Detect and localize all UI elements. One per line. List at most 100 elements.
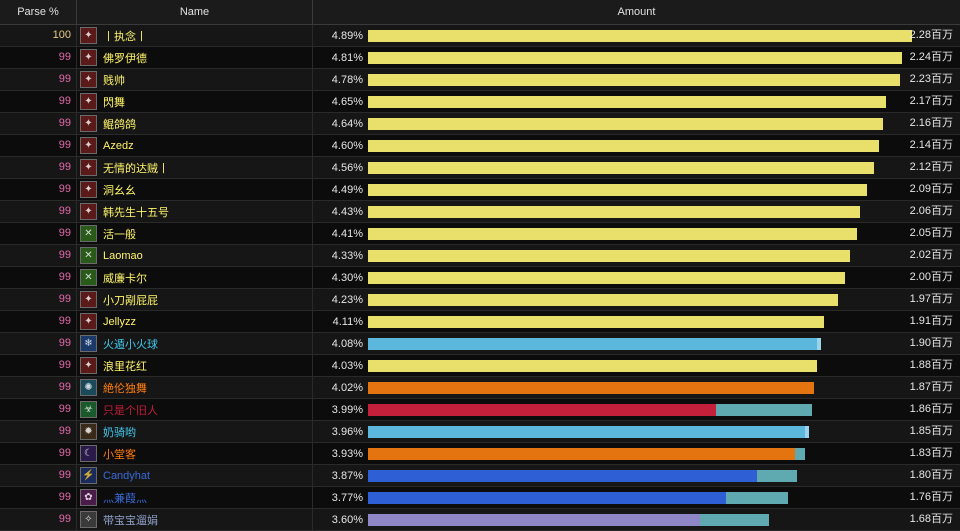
table-row[interactable]: 99 ✺ 絶伦独舞 4.02% 1.87百万 [0,377,960,399]
amount-bar [368,205,912,218]
amount-value: 2.17百万 [909,95,953,107]
table-row[interactable]: 99 ✕ 活一般 4.41% 2.05百万 [0,223,960,245]
rogue-spec-icon: ✦ [80,49,97,66]
player-name-link[interactable]: 奶骑哟 [103,426,136,439]
amount-cell: 4.11% 1.91百万 [313,311,960,332]
percent-value: 4.30% [331,271,363,284]
percent-value: 4.08% [331,337,363,350]
table-row[interactable]: 99 ✧ 带宝宝遛娟 3.60% 1.68百万 [0,509,960,531]
header-name[interactable]: Name [77,0,313,24]
amount-value: 2.23百万 [909,73,953,85]
player-name-link[interactable]: 小刀剐屁屁 [103,294,158,307]
druid-spec-icon: ☾ [80,445,97,462]
amount-value: 2.14百万 [909,139,953,151]
amount-bar [368,513,912,526]
player-name-link[interactable]: 閃舞 [103,96,125,109]
amount-cell: 4.64% 2.16百万 [313,113,960,134]
table-row[interactable]: 100 ✦ 丨执念丨 4.89% 2.28百万 [0,25,960,47]
table-row[interactable]: 99 ✦ 洞幺幺 4.49% 2.09百万 [0,179,960,201]
amount-bar [368,491,912,504]
parse-value: 99 [0,465,77,486]
bar-segment-primary [368,491,726,504]
table-row[interactable]: 99 ✦ 閃舞 4.65% 2.17百万 [0,91,960,113]
table-row[interactable]: 99 ✦ 小刀剐屁屁 4.23% 1.97百万 [0,289,960,311]
parse-value: 99 [0,421,77,442]
amount-bar [368,29,912,42]
outlaw-spec-icon: ✕ [80,247,97,264]
player-name-link[interactable]: 灬兼葭灬 [103,492,147,505]
table-row[interactable]: 99 ✦ 无情的达贼丨 4.56% 2.12百万 [0,157,960,179]
table-row[interactable]: 99 ❄ 火遁小火球 4.08% 1.90百万 [0,333,960,355]
header-parse[interactable]: Parse % [0,0,77,24]
player-name-link[interactable]: 丨执念丨 [103,30,147,43]
rogue-spec-icon: ✦ [80,313,97,330]
amount-cell: 4.60% 2.14百万 [313,135,960,156]
table-row[interactable]: 99 ✕ 威廉卡尔 4.30% 2.00百万 [0,267,960,289]
amount-value: 1.97百万 [909,293,953,305]
player-name-link[interactable]: 韩先生十五号 [103,206,169,219]
player-name-link[interactable]: 威廉卡尔 [103,272,147,285]
header-amount[interactable]: Amount [617,6,656,18]
amount-bar [368,73,912,86]
amount-bar [368,293,912,306]
bar-segment-primary [368,293,839,306]
bar-segment-primary [368,425,805,438]
table-row[interactable]: 99 ✿ 灬兼葭灬 3.77% 1.76百万 [0,487,960,509]
player-name-link[interactable]: 洞幺幺 [103,184,136,197]
player-cell: ✦ 佛罗伊德 [77,47,313,68]
player-name-link[interactable]: 无情的达贼丨 [103,162,169,175]
player-name-link[interactable]: 小堂客 [103,448,136,461]
percent-value: 4.60% [331,139,363,152]
amount-bar [368,381,912,394]
bar-segment-primary [368,271,846,284]
table-row[interactable]: 99 ✦ 鲲鸽鸽 4.64% 2.16百万 [0,113,960,135]
amount-cell: 3.77% 1.76百万 [313,487,960,508]
amount-value: 2.02百万 [909,249,953,261]
parse-value: 99 [0,157,77,178]
player-name-link[interactable]: 贱帅 [103,74,125,87]
player-name-link[interactable]: Candyhat [103,469,151,482]
bar-segment-secondary [795,447,805,460]
player-cell: ❄ 火遁小火球 [77,333,313,354]
percent-value: 4.33% [331,249,363,262]
table-row[interactable]: 99 ✹ 奶骑哟 3.96% 1.85百万 [0,421,960,443]
parse-value: 99 [0,267,77,288]
player-name-link[interactable]: 活一般 [103,228,136,241]
player-name-link[interactable]: 火遁小火球 [103,338,158,351]
table-row[interactable]: 99 ✦ 贱帅 4.78% 2.23百万 [0,69,960,91]
player-cell: ⚡ Candyhat [77,465,313,486]
table-row[interactable]: 99 ✦ Jellyzz 4.11% 1.91百万 [0,311,960,333]
table-row[interactable]: 99 ☾ 小堂客 3.93% 1.83百万 [0,443,960,465]
bar-segment-primary [368,51,903,64]
table-row[interactable]: 99 ✦ 韩先生十五号 4.43% 2.06百万 [0,201,960,223]
amount-cell: 4.23% 1.97百万 [313,289,960,310]
table-row[interactable]: 99 ⚡ Candyhat 3.87% 1.80百万 [0,465,960,487]
amount-value: 1.90百万 [909,337,953,349]
player-cell: ✕ 威廉卡尔 [77,267,313,288]
table-header: Parse % Name Amount [0,0,960,25]
table-row[interactable]: 99 ✦ 佛罗伊德 4.81% 2.24百万 [0,47,960,69]
player-name-link[interactable]: 佛罗伊德 [103,52,147,65]
player-name-link[interactable]: Azedz [103,139,134,152]
amount-cell: 4.03% 1.88百万 [313,355,960,376]
percent-value: 4.81% [331,51,363,64]
amount-bar [368,425,912,438]
player-cell: ✦ 贱帅 [77,69,313,90]
amount-bar [368,249,912,262]
player-name-link[interactable]: Laomao [103,249,143,262]
table-row[interactable]: 99 ✦ 浪里花红 4.03% 1.88百万 [0,355,960,377]
player-name-link[interactable]: Jellyzz [103,315,137,328]
player-name-link[interactable]: 絶伦独舞 [103,382,147,395]
player-name-link[interactable]: 只是个旧人 [103,404,158,417]
player-name-link[interactable]: 浪里花红 [103,360,147,373]
player-name-link[interactable]: 鲲鸽鸽 [103,118,136,131]
player-name-link[interactable]: 带宝宝遛娟 [103,514,158,527]
amount-value: 1.80百万 [909,469,953,481]
parse-value: 100 [0,25,77,46]
bar-segment-primary [368,249,850,262]
table-row[interactable]: 99 ✕ Laomao 4.33% 2.02百万 [0,245,960,267]
table-row[interactable]: 99 ☣ 只是个旧人 3.99% 1.86百万 [0,399,960,421]
player-cell: ✦ 无情的达贼丨 [77,157,313,178]
table-row[interactable]: 99 ✦ Azedz 4.60% 2.14百万 [0,135,960,157]
